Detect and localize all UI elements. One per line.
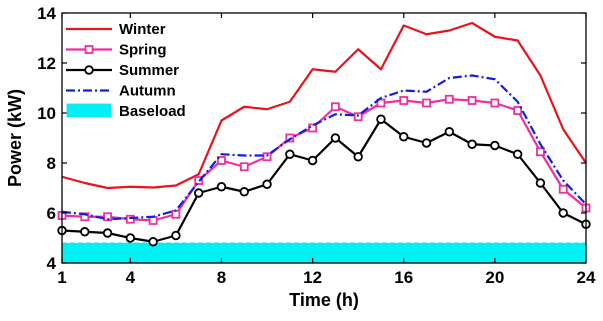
x-tick-label-8: 8	[217, 268, 226, 287]
point-spring-4	[125, 214, 135, 224]
y-tick-label-4: 4	[47, 254, 57, 273]
legend-swatch-baseload	[66, 103, 112, 118]
point-spring-19	[467, 96, 477, 105]
series-line-winter	[61, 21, 587, 190]
point-summer-5	[148, 237, 158, 247]
point-summer-13	[330, 133, 341, 143]
legend-label-spring: Spring	[119, 42, 167, 59]
point-spring-23	[558, 184, 568, 194]
legend-label-baseload: Baseload	[119, 103, 186, 120]
point-spring-6	[171, 209, 181, 219]
y-tick-label-12: 12	[37, 54, 56, 73]
plot-layer	[57, 21, 591, 263]
y-tick-label-6: 6	[47, 204, 56, 223]
point-spring-20	[490, 98, 500, 108]
y-axis-label: Power (kW)	[5, 89, 25, 187]
point-spring-16	[399, 96, 409, 105]
point-spring-15	[376, 98, 386, 108]
legend-label-summer: Summer	[119, 62, 179, 79]
legend-marker-summer	[84, 65, 94, 75]
point-spring-8	[217, 156, 226, 165]
point-spring-10	[262, 152, 272, 162]
point-summer-3	[102, 228, 113, 238]
y-tick-label-14: 14	[37, 4, 56, 23]
point-summer-22	[535, 178, 546, 188]
legend: Winter Spring Summer Autumn Baseload	[66, 21, 186, 120]
point-summer-4	[125, 233, 136, 243]
x-tick-label-16: 16	[394, 268, 413, 287]
y-tick-label-8: 8	[47, 154, 56, 173]
x-tick-label-24: 24	[577, 268, 596, 287]
legend-label-autumn: Autumn	[119, 83, 176, 100]
point-spring-5	[148, 216, 158, 225]
point-summer-10	[262, 179, 272, 189]
point-summer-6	[171, 230, 181, 241]
point-spring-22	[536, 147, 545, 157]
point-spring-18	[444, 94, 454, 104]
point-summer-9	[239, 187, 249, 197]
point-spring-14	[353, 112, 363, 122]
point-summer-19	[467, 139, 477, 149]
series-line-summer	[61, 118, 587, 243]
point-summer-8	[216, 182, 227, 192]
point-spring-21	[513, 106, 523, 115]
plot-frame	[61, 12, 587, 264]
point-spring-13	[330, 102, 340, 112]
point-summer-18	[444, 127, 455, 137]
x-axis-label: Time (h)	[289, 290, 359, 310]
x-tick-label-4: 4	[126, 268, 136, 287]
legend-marker-spring	[84, 45, 94, 54]
series-line-autumn	[61, 74, 587, 221]
y-tick-label-10: 10	[37, 104, 56, 123]
point-summer-14	[353, 152, 363, 162]
point-summer-23	[558, 208, 568, 218]
point-summer-15	[376, 114, 386, 124]
x-tick-label-20: 20	[485, 268, 504, 287]
point-summer-11	[285, 149, 295, 159]
x-tick-label-1: 1	[57, 268, 66, 287]
point-summer-21	[512, 149, 523, 159]
point-spring-9	[239, 162, 249, 172]
x-tick-label-12: 12	[303, 268, 322, 287]
legend-label-winter: Winter	[119, 21, 166, 38]
point-summer-20	[490, 140, 500, 151]
point-spring-12	[308, 123, 318, 133]
point-summer-17	[421, 138, 432, 148]
point-summer-2	[80, 227, 90, 237]
point-summer-12	[307, 155, 318, 166]
point-spring-17	[422, 98, 431, 108]
point-summer-16	[399, 132, 409, 142]
point-summer-7	[193, 188, 204, 198]
series-area-baseload	[62, 243, 586, 263]
